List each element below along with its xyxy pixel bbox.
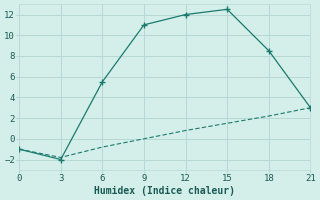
X-axis label: Humidex (Indice chaleur): Humidex (Indice chaleur)	[94, 186, 235, 196]
